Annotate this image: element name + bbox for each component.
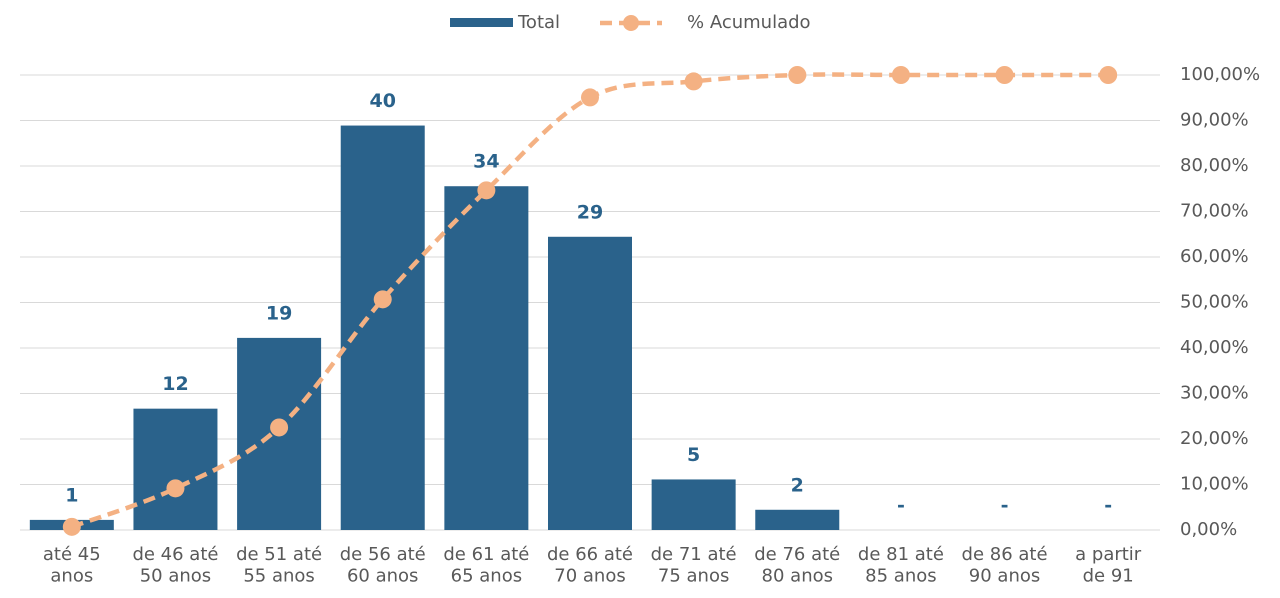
x-tick-label: até 45 anos [43, 544, 101, 587]
line-marker [788, 66, 807, 84]
x-tick-label: de 86 até 90 anos [962, 544, 1048, 587]
y2-tick-label: 10,00% [1180, 474, 1249, 495]
value-label: - [897, 495, 905, 517]
x-tick-label: de 51 até 55 anos [236, 544, 322, 587]
bar [340, 125, 425, 531]
y2-tick-label: 70,00% [1180, 201, 1249, 222]
x-tick-label: de 46 até 50 anos [132, 544, 218, 587]
bar [651, 479, 736, 530]
x-tick-label: de 71 até 75 anos [651, 544, 737, 587]
value-label: 12 [162, 373, 188, 395]
value-label: 1 [65, 484, 78, 506]
x-tick-label: de 81 até 85 anos [858, 544, 944, 587]
line-marker [684, 72, 703, 91]
x-tick-label: a partir de 91 [1075, 544, 1142, 587]
value-label: 5 [687, 444, 700, 466]
y2-tick-label: 90,00% [1180, 110, 1249, 131]
y2-tick-label: 0,00% [1180, 519, 1237, 540]
value-label: - [1104, 495, 1112, 517]
bar [755, 509, 840, 530]
y2-tick-label: 60,00% [1180, 246, 1249, 267]
bar [133, 408, 218, 530]
line-marker [62, 517, 81, 536]
line-marker [373, 290, 392, 309]
bar [444, 186, 529, 530]
y2-tick-label: 30,00% [1180, 383, 1249, 404]
bar [548, 236, 632, 530]
legend-swatch [450, 18, 513, 27]
value-label: 19 [266, 302, 292, 324]
y2-tick-label: 50,00% [1180, 292, 1249, 313]
line-marker [891, 66, 910, 84]
value-label: 34 [473, 151, 499, 173]
line-marker [1099, 66, 1118, 84]
y2-tick-label: 40,00% [1180, 337, 1249, 358]
y2-tick-label: 100,00% [1180, 64, 1260, 85]
x-tick-label: de 76 até 80 anos [754, 544, 840, 587]
line-marker [166, 479, 185, 498]
line-marker [270, 418, 289, 437]
x-tick-label: de 56 até 60 anos [340, 544, 426, 587]
value-label: 29 [577, 201, 603, 223]
x-tick-label: de 61 até 65 anos [443, 544, 529, 587]
legend-label: % Acumulado [687, 12, 811, 33]
line [71, 72, 1109, 529]
line-marker [995, 66, 1014, 84]
line-marker [477, 181, 496, 200]
x-tick-label: de 66 até 70 anos [547, 544, 633, 587]
value-label: - [1001, 495, 1009, 517]
y2-tick-label: 80,00% [1180, 155, 1249, 176]
value-label: 40 [370, 90, 396, 112]
y2-tick-label: 20,00% [1180, 428, 1249, 449]
legend-swatch [623, 15, 639, 31]
value-label: 2 [791, 474, 804, 496]
legend-label: Total [517, 12, 560, 33]
line-marker [581, 88, 599, 107]
